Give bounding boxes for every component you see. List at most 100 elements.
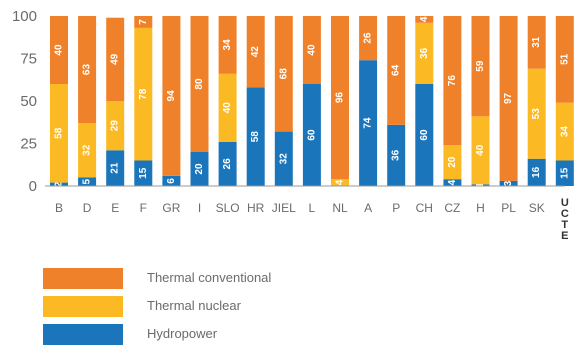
bar-segment — [359, 16, 378, 61]
bar-segment — [471, 16, 490, 117]
x-tick-label: B — [55, 201, 63, 215]
bar-segment — [359, 60, 378, 187]
y-tick-label: 25 — [20, 136, 37, 153]
data-label: 5 — [82, 179, 93, 185]
x-tick-label: PL — [501, 201, 516, 215]
data-label: 4 — [419, 16, 430, 22]
x-tick-label: CH — [416, 201, 433, 215]
data-label: 76 — [447, 75, 458, 87]
bar-segment — [218, 73, 237, 142]
data-label: 96 — [335, 92, 346, 104]
bar-segment — [78, 177, 97, 186]
bar-segment — [331, 179, 349, 186]
bar-segment — [134, 16, 153, 28]
data-label: 34 — [559, 126, 570, 138]
data-label: 60 — [419, 129, 430, 141]
bar-segment — [218, 16, 237, 74]
bar-segment — [415, 84, 434, 186]
data-label: 51 — [559, 53, 570, 65]
x-tick-label: T — [561, 219, 568, 231]
data-label: 2 — [54, 181, 65, 187]
data-label: 31 — [531, 36, 542, 48]
bar-segment — [302, 84, 321, 186]
y-tick-label: 100 — [12, 8, 37, 25]
data-label: 53 — [531, 108, 542, 120]
bar-segment — [78, 16, 97, 124]
data-label: 40 — [475, 144, 486, 156]
data-label: 63 — [82, 64, 93, 76]
x-tick-label: NL — [332, 201, 348, 215]
y-tick-label: 50 — [20, 93, 37, 110]
data-label: 7 — [138, 19, 149, 25]
data-label: 20 — [194, 163, 205, 175]
bar-segment — [78, 123, 97, 178]
data-label: 68 — [278, 68, 289, 80]
data-label: 36 — [419, 47, 430, 59]
data-label: 58 — [250, 131, 261, 143]
bar-segment — [443, 179, 462, 186]
data-label: 40 — [222, 102, 233, 114]
data-label: 74 — [363, 117, 374, 129]
bar-segment — [415, 22, 434, 84]
x-tick-label: E — [111, 201, 119, 215]
data-label: 80 — [194, 78, 205, 90]
x-tick-label: P — [392, 201, 400, 215]
y-tick-label: 0 — [29, 178, 37, 195]
x-tick-label: I — [198, 201, 201, 215]
data-label: 42 — [250, 46, 261, 58]
bar-segment — [246, 87, 265, 186]
x-tick-label: E — [561, 230, 568, 242]
bar-segment — [274, 16, 293, 132]
x-tick-label: F — [140, 201, 147, 215]
bar-segment — [471, 116, 490, 185]
data-label: 32 — [278, 153, 289, 165]
data-label: 4 — [447, 179, 458, 185]
data-label: 3 — [503, 180, 514, 186]
bar-segment — [50, 182, 68, 186]
bar-segment — [555, 16, 574, 103]
bar-segment — [387, 16, 406, 125]
legend-label: Hydropower — [147, 326, 218, 341]
x-tick-label: U — [561, 197, 569, 209]
bar-segment — [555, 102, 574, 161]
data-label: 15 — [138, 167, 149, 179]
data-label: 58 — [54, 127, 65, 139]
data-label: 36 — [391, 149, 402, 161]
data-label: 40 — [54, 44, 65, 56]
data-label: 20 — [447, 156, 458, 168]
data-label: 60 — [306, 129, 317, 141]
y-axis: 0 25 50 75 100 — [12, 8, 37, 195]
data-label: 26 — [222, 158, 233, 170]
bar-segment — [50, 16, 68, 84]
data-label: 49 — [110, 53, 121, 65]
x-tick-label: CZ — [444, 201, 460, 215]
bar-segment — [415, 16, 434, 23]
legend-label: Thermal nuclear — [147, 298, 241, 313]
data-label: 16 — [531, 166, 542, 178]
bar-segment — [50, 84, 68, 183]
x-tick-label: SLO — [216, 201, 240, 215]
x-tick-label: JIEL — [272, 201, 296, 215]
bar-segment — [134, 160, 153, 186]
data-label: 29 — [110, 120, 121, 132]
x-tick-label: A — [364, 201, 372, 215]
bar-segment — [190, 16, 209, 152]
legend-label: Thermal conventional — [147, 270, 272, 285]
bar-segment — [246, 16, 265, 88]
y-tick-label: 75 — [20, 51, 37, 68]
bar-segment — [443, 16, 462, 146]
bar-segment — [162, 16, 181, 176]
bar-segment — [106, 17, 125, 102]
bar-segment — [499, 16, 518, 181]
legend-swatch — [43, 324, 123, 345]
data-label: 78 — [138, 88, 149, 100]
x-tick-label: SK — [529, 201, 545, 215]
data-label: 34 — [222, 39, 233, 51]
x-tick-label: L — [309, 201, 316, 215]
legend-swatch — [43, 268, 123, 289]
data-label: 6 — [166, 178, 177, 184]
x-tick-label: HR — [247, 201, 265, 215]
data-label: 94 — [166, 90, 177, 102]
bar-segment — [134, 27, 153, 161]
